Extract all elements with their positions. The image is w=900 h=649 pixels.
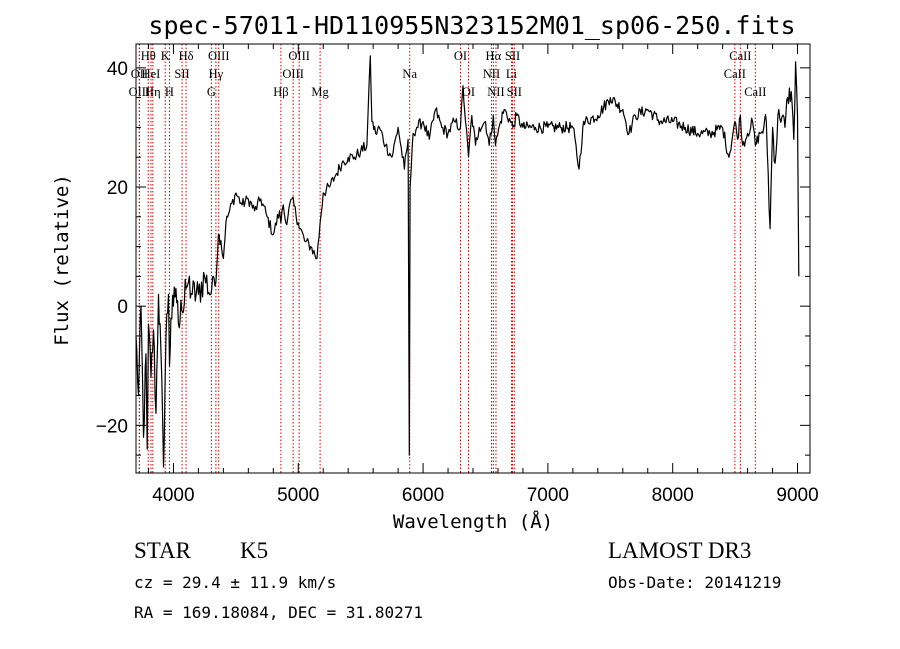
line-label-6300: OI: [454, 49, 467, 63]
line-label-3835: Hη: [145, 85, 161, 99]
line-label-3727: OIII: [129, 85, 151, 99]
line-label-6717: SII: [505, 49, 520, 63]
line-label-8498: CaII: [724, 67, 746, 81]
x-tick-label: 9000: [776, 485, 818, 506]
line-label-5007: OIII: [288, 49, 310, 63]
line-label-3727: OII: [131, 67, 148, 81]
y-tick-label: 40: [107, 59, 128, 80]
x-axis-label: Wavelength (Å): [393, 510, 553, 533]
object-class: STAR: [134, 538, 191, 563]
x-tick-label: 5000: [277, 485, 319, 506]
line-label-6364: OI: [462, 85, 475, 99]
y-tick-label: 0: [117, 297, 128, 318]
x-tick-label: 8000: [652, 485, 694, 506]
line-label-6584: NII: [487, 85, 504, 99]
line-label-8662: CaII: [744, 85, 766, 99]
spectral-subclass: K5: [240, 538, 269, 563]
x-tick-label: 6000: [402, 485, 444, 506]
line-label-6708: Li: [506, 67, 518, 81]
line-label-6548: NII: [483, 67, 500, 81]
coordinates: RA = 169.18084, DEC = 31.80271: [134, 603, 423, 622]
line-label-3798: Hθ: [141, 49, 156, 63]
line-label-4340: Hγ: [209, 67, 224, 81]
line-label-4069: SII: [174, 67, 189, 81]
y-axis: −20 0 20 40: [96, 59, 810, 456]
line-label-6731: SII: [507, 85, 522, 99]
line-label-4861: Hβ: [273, 85, 288, 99]
line-markers: [138, 44, 756, 473]
chart-title: spec-57011-HD110955N323152M01_sp06-250.f…: [148, 11, 795, 40]
line-label-3820: HeI: [142, 67, 161, 81]
line-label-8542: CaII: [729, 49, 751, 63]
line-label-5893: Na: [402, 67, 417, 81]
line-label-4363: OIII: [208, 49, 230, 63]
line-label-5175: Mg: [311, 85, 329, 99]
y-tick-label: 20: [107, 178, 128, 199]
y-tick-label: −20: [96, 416, 128, 437]
survey-name: LAMOST DR3: [608, 538, 752, 563]
redshift-velocity: cz = 29.4 ± 11.9 km/s: [134, 573, 337, 592]
line-label-6563: Hα: [486, 49, 502, 63]
x-tick-label: 7000: [527, 485, 569, 506]
plot-frame: [135, 43, 811, 474]
line-label-4959: OIII: [282, 67, 304, 81]
line-label-4101: Hδ: [179, 49, 194, 63]
x-tick-label: 4000: [152, 485, 194, 506]
line-label-3934: K: [161, 49, 170, 63]
spectrum-line: [135, 55, 800, 468]
x-axis: 4000 5000 6000 7000 8000 9000: [147, 44, 819, 506]
y-axis-label: Flux (relative): [51, 174, 73, 346]
observation-date: Obs-Date: 20141219: [608, 573, 782, 592]
line-label-4304: G: [207, 85, 216, 99]
line-label-3968: H: [165, 85, 174, 99]
